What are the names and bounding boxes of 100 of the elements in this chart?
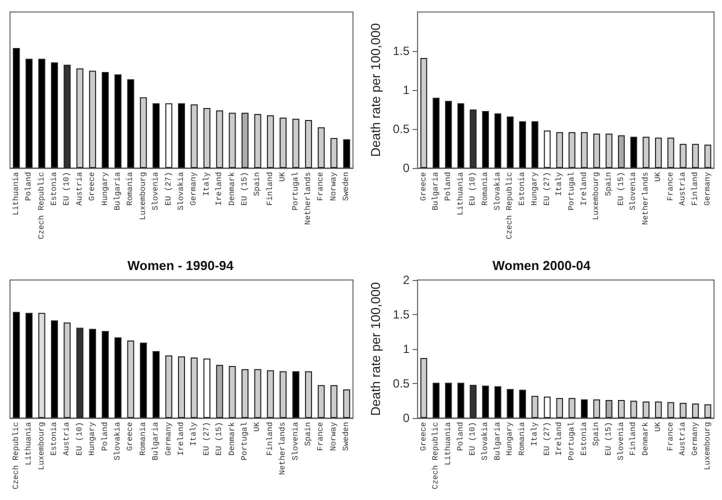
x-tick-label: Hungary <box>88 422 98 456</box>
x-tick-label: EU (10) <box>468 422 478 456</box>
bar <box>178 356 185 418</box>
x-tick-label: Ireland <box>555 422 564 456</box>
chart-title: Women - 1990-94 <box>128 258 234 273</box>
bar <box>704 144 712 168</box>
x-tick-label: France <box>666 422 676 451</box>
bar <box>580 399 588 418</box>
x-tick-label: Finland <box>629 422 638 456</box>
x-tick-label: EU (27) <box>164 172 174 206</box>
x-tick-label: EU (10) <box>75 422 84 456</box>
x-tick-label: Netherlands <box>642 172 651 225</box>
bar <box>568 398 576 418</box>
x-tick-label: Ireland <box>215 172 224 206</box>
x-tick-label: EU (10) <box>468 172 478 206</box>
x-tick-label: Poland <box>456 422 466 451</box>
bar <box>445 382 452 418</box>
x-tick-label: EU (27) <box>542 422 552 456</box>
bar <box>216 110 224 168</box>
bar <box>692 144 699 168</box>
x-tick-label: EU (27) <box>202 422 212 456</box>
x-tick-label: Luxembourg <box>703 422 712 470</box>
bar <box>519 390 526 418</box>
y-tick-label: 1 <box>402 342 410 356</box>
x-tick-label: Spain <box>304 422 314 446</box>
bar <box>280 371 287 418</box>
bar <box>38 312 46 418</box>
bar <box>152 103 160 168</box>
y-tick-label: 1 <box>402 83 410 97</box>
bar <box>667 402 674 418</box>
x-tick-label: Germany <box>690 422 700 456</box>
x-tick-label: Austria <box>678 422 688 456</box>
x-tick-label: EU (15) <box>616 172 626 206</box>
x-tick-label: Czech Republic <box>506 172 515 240</box>
bar <box>165 103 172 168</box>
bar <box>482 111 489 168</box>
bar <box>420 358 428 418</box>
bar <box>318 127 325 168</box>
x-tick-label: Spain <box>253 172 262 196</box>
x-tick-label: Greece <box>88 172 98 201</box>
x-tick-label: Portugal <box>291 172 300 210</box>
x-tick-label: UK <box>278 172 288 182</box>
bar <box>556 398 564 418</box>
x-tick-label: Lithuania <box>12 172 21 216</box>
bar <box>593 399 600 418</box>
bar <box>692 404 699 418</box>
x-tick-label: EU (27) <box>542 172 552 206</box>
bar <box>127 340 134 418</box>
x-tick-label: Italy <box>202 172 212 196</box>
bar <box>445 100 452 168</box>
x-tick-label: Bulgaria <box>113 172 122 210</box>
x-tick-label: Ireland <box>177 422 186 456</box>
x-tick-label: Italy <box>190 422 199 446</box>
x-tick-label: Bulgaria <box>152 422 161 460</box>
x-tick-label: EU (10) <box>62 172 72 206</box>
bar <box>76 68 84 168</box>
x-tick-label: Italy <box>555 172 564 196</box>
x-tick-label: Romania <box>126 172 136 206</box>
bar <box>228 366 236 418</box>
x-tick-label: Czech Republic <box>12 422 21 490</box>
bar <box>330 385 338 418</box>
bar <box>242 112 249 168</box>
x-tick-label: Estonia <box>580 422 589 456</box>
x-tick-label: Austria <box>678 172 688 206</box>
x-tick-label: Romania <box>138 422 148 456</box>
x-tick-label: Slovenia <box>152 172 161 210</box>
bar <box>655 401 662 418</box>
y-axis-title: Death rate per 100,000 <box>368 282 383 416</box>
bar <box>228 112 236 168</box>
y-tick-label: 1.5 <box>392 308 410 322</box>
x-tick-label: Hungary <box>100 172 110 206</box>
bar <box>266 370 274 418</box>
x-tick-label: Ireland <box>580 172 589 206</box>
x-tick-label: Greece <box>419 172 428 201</box>
x-tick-label: Norway <box>329 422 338 451</box>
x-tick-label: Finland <box>690 172 700 206</box>
x-tick-label: Finland <box>266 172 275 206</box>
x-tick-label: Sweden <box>342 422 352 451</box>
bar <box>178 103 185 168</box>
x-tick-label: UK <box>253 422 262 432</box>
x-tick-label: Germany <box>190 172 199 206</box>
x-tick-label: Austria <box>62 422 72 456</box>
bar <box>568 132 576 168</box>
x-tick-label: Portugal <box>240 422 250 460</box>
bar <box>420 58 428 168</box>
x-tick-label: Denmark <box>642 422 651 456</box>
bar <box>280 118 287 168</box>
y-tick-label: 2 <box>402 273 410 287</box>
bar <box>64 322 71 418</box>
x-tick-label: Germany <box>164 422 174 456</box>
x-tick-label: EU (15) <box>604 422 614 456</box>
x-tick-label: Slovakia <box>177 172 186 210</box>
x-tick-label: France <box>666 172 676 201</box>
bar <box>630 136 638 168</box>
bar <box>50 320 58 418</box>
bar <box>343 139 350 168</box>
bar <box>127 79 134 168</box>
bar <box>203 108 210 168</box>
bar <box>544 130 551 168</box>
bar <box>482 386 489 418</box>
